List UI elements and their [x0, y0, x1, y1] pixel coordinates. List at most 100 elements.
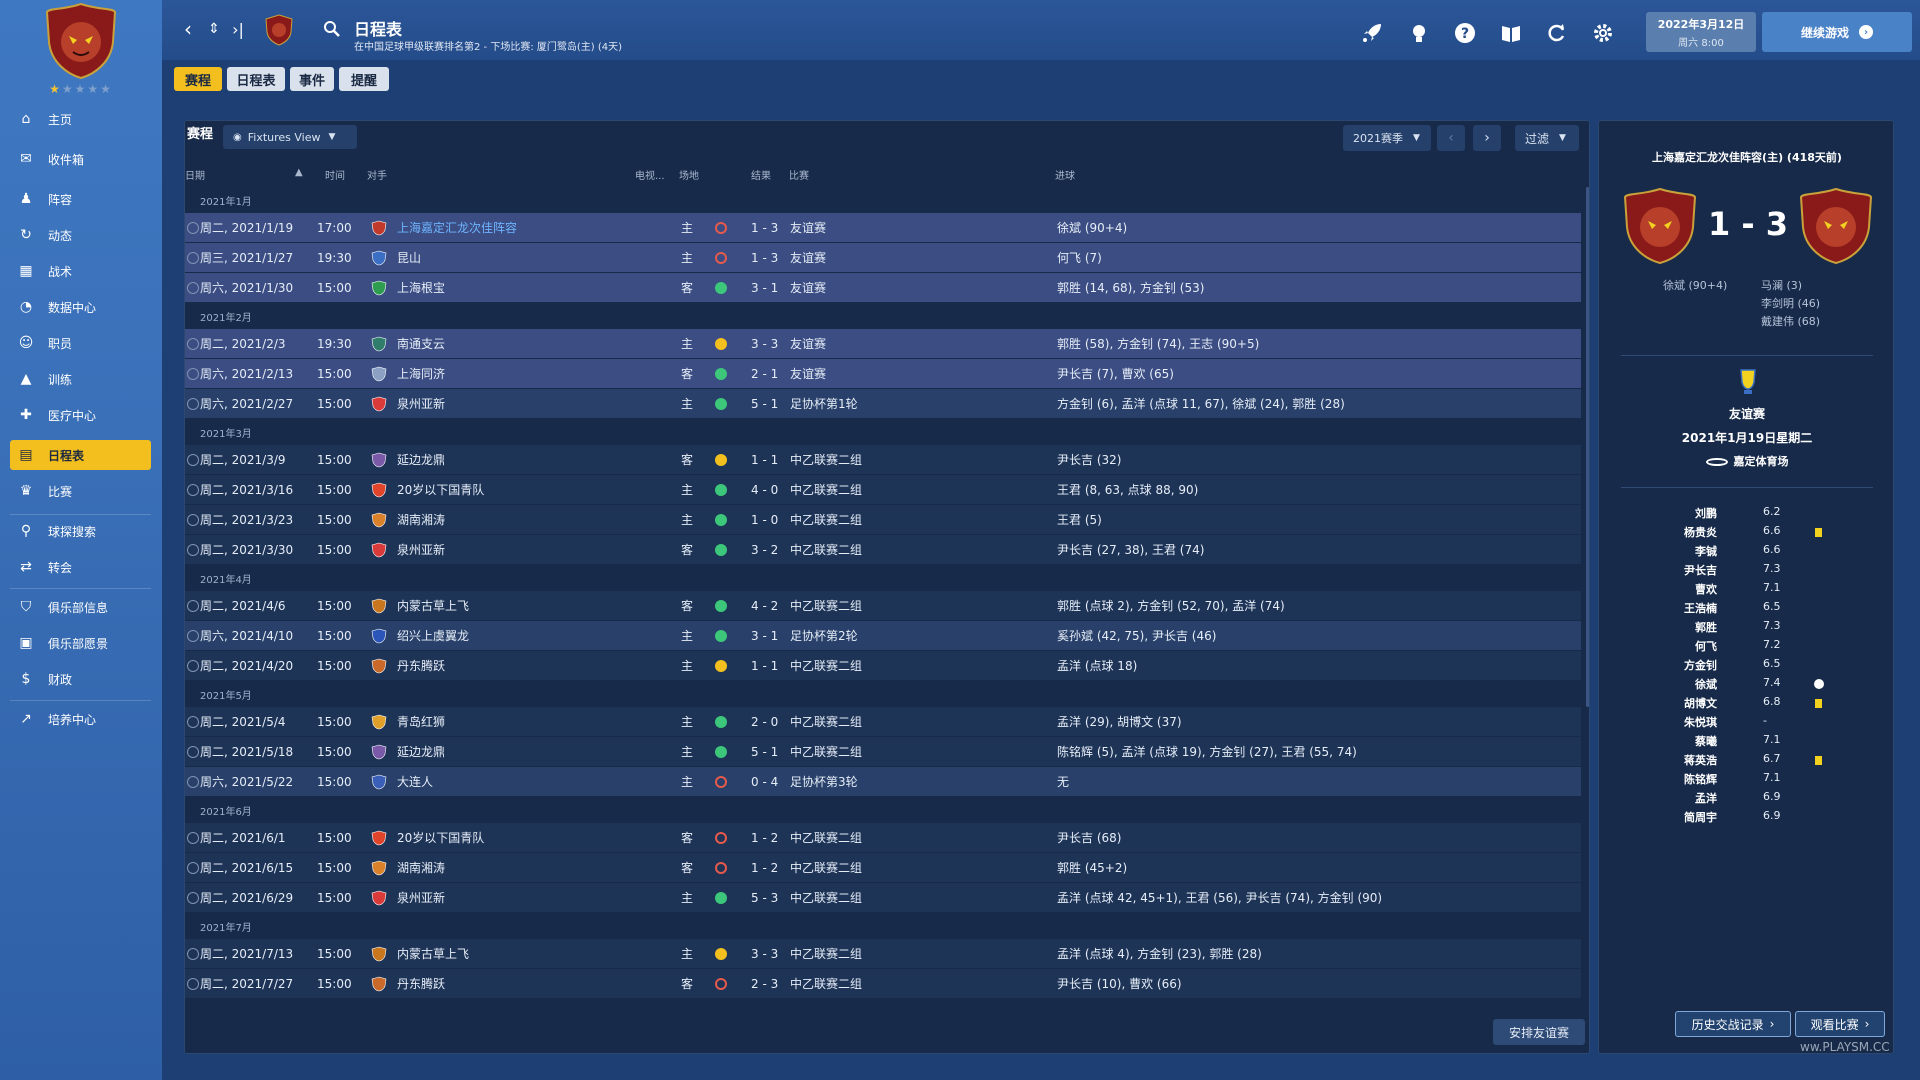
fixture-competition[interactable]: 友谊赛 — [790, 221, 827, 235]
row-select-checkbox[interactable] — [187, 221, 199, 234]
row-select-checkbox[interactable] — [187, 599, 199, 612]
fixture-competition[interactable]: 足协杯第1轮 — [790, 397, 858, 411]
fixture-opponent[interactable]: 泉州亚新 — [397, 543, 446, 557]
row-select-checkbox[interactable] — [187, 745, 199, 758]
fixture-competition[interactable]: 中乙联赛二组 — [790, 715, 863, 729]
table-row[interactable]: 周二, 2021/4/20 15:00 丹东腾跃 主 1 - 1 中乙联赛二组 孟洋 (点球… — [185, 651, 1581, 680]
fixture-score[interactable]: 2 - 1 — [751, 366, 779, 381]
fixture-score[interactable]: 3 - 3 — [751, 336, 779, 351]
table-row[interactable]: 周二, 2021/1/19 17:00 上海嘉定汇龙次佳阵容 主 1 - 3 友谊赛 徐斌 … — [185, 213, 1581, 242]
season-prev-button[interactable]: ‹ — [1437, 125, 1465, 151]
fixture-score[interactable]: 3 - 1 — [751, 628, 779, 643]
help-icon[interactable]: ? — [1452, 20, 1478, 46]
fixture-opponent[interactable]: 湖南湘涛 — [397, 513, 446, 527]
row-select-checkbox[interactable] — [187, 367, 199, 380]
refresh-icon[interactable] — [1543, 20, 1569, 46]
sidebar-item[interactable]: ▤ 日程表 — [10, 440, 151, 470]
watch-match-button[interactable]: 观看比赛 › — [1795, 1011, 1885, 1037]
fixture-score[interactable]: 1 - 3 — [751, 250, 779, 265]
book-icon[interactable] — [1498, 20, 1524, 46]
fixture-opponent[interactable]: 泉州亚新 — [397, 891, 446, 905]
fixture-score[interactable]: 4 - 2 — [751, 598, 779, 613]
table-row[interactable]: 周二, 2021/6/1 15:00 20岁以下国青队 客 1 - 2 中乙联赛二组 尹长吉… — [185, 823, 1581, 852]
table-row[interactable]: 周二, 2021/6/15 15:00 湖南湘涛 客 1 - 2 中乙联赛二组 郭胜 (45… — [185, 853, 1581, 882]
sidebar-item[interactable]: ▲ 训练 — [10, 364, 151, 394]
tab-calendar[interactable]: 日程表 — [227, 67, 285, 91]
sidebar-item[interactable]: ♛ 比赛 — [10, 476, 151, 506]
player-name[interactable]: 方金钊 — [1684, 659, 1717, 672]
fixture-opponent[interactable]: 青岛红狮 — [397, 715, 446, 729]
sidebar-item[interactable]: ▣ 俱乐部愿景 — [10, 628, 151, 658]
fixture-competition[interactable]: 中乙联赛二组 — [790, 861, 863, 875]
row-select-checkbox[interactable] — [187, 947, 199, 960]
fixture-competition[interactable]: 中乙联赛二组 — [790, 543, 863, 557]
fixture-competition[interactable]: 中乙联赛二组 — [790, 513, 863, 527]
fixture-score[interactable]: 0 - 4 — [751, 774, 779, 789]
player-name[interactable]: 何飞 — [1695, 640, 1717, 653]
fixture-opponent[interactable]: 南通支云 — [397, 337, 446, 351]
fixture-opponent[interactable]: 昆山 — [397, 251, 422, 265]
fixture-opponent[interactable]: 上海嘉定汇龙次佳阵容 — [397, 221, 518, 235]
fixture-score[interactable]: 3 - 3 — [751, 946, 779, 961]
fixture-competition[interactable]: 友谊赛 — [790, 281, 827, 295]
sidebar-item[interactable]: ✚ 医疗中心 — [10, 400, 151, 430]
player-name[interactable]: 刘鹏 — [1695, 507, 1717, 520]
fixture-score[interactable]: 4 - 0 — [751, 482, 779, 497]
search-icon[interactable] — [320, 16, 344, 42]
rocket-icon[interactable] — [1359, 20, 1385, 46]
row-select-checkbox[interactable] — [187, 513, 199, 526]
row-select-checkbox[interactable] — [187, 543, 199, 556]
player-name[interactable]: 朱悦琪 — [1684, 716, 1717, 729]
player-name[interactable]: 郭胜 — [1695, 621, 1717, 634]
row-select-checkbox[interactable] — [187, 397, 199, 410]
fixture-score[interactable]: 3 - 1 — [751, 280, 779, 295]
fixture-opponent[interactable]: 延边龙鼎 — [397, 453, 446, 467]
fixture-opponent[interactable]: 泉州亚新 — [397, 397, 446, 411]
fixture-competition[interactable]: 中乙联赛二组 — [790, 947, 863, 961]
scrollbar[interactable] — [1586, 187, 1589, 707]
up-down-icon[interactable]: ⇕ — [208, 21, 220, 37]
fixture-competition[interactable]: 中乙联赛二组 — [790, 745, 863, 759]
fixture-score[interactable]: 5 - 3 — [751, 890, 779, 905]
sidebar-item[interactable]: ⚲ 球探搜索 — [10, 516, 151, 546]
col-goals[interactable]: 进球 — [1055, 171, 1075, 182]
fixture-competition[interactable]: 中乙联赛二组 — [790, 599, 863, 613]
player-name[interactable]: 陈铭辉 — [1684, 773, 1717, 786]
sidebar-item[interactable]: ✉ 收件箱 — [10, 144, 151, 174]
fixture-score[interactable]: 5 - 1 — [751, 744, 779, 759]
col-venue[interactable]: 场地 — [679, 171, 699, 182]
fixture-competition[interactable]: 足协杯第2轮 — [790, 629, 858, 643]
player-name[interactable]: 蔡曦 — [1695, 735, 1717, 748]
player-name[interactable]: 蒋英浩 — [1684, 754, 1717, 767]
col-result[interactable]: 结果 — [751, 171, 771, 182]
club-badge-icon[interactable] — [43, 2, 119, 80]
fixture-opponent[interactable]: 大连人 — [397, 775, 434, 789]
season-select[interactable]: 2021赛季 ▼ — [1343, 125, 1431, 151]
fixture-opponent[interactable]: 湖南湘涛 — [397, 861, 446, 875]
season-next-button[interactable]: › — [1473, 125, 1501, 151]
row-select-checkbox[interactable] — [187, 715, 199, 728]
col-tv[interactable]: 电视... — [635, 171, 665, 182]
continue-button[interactable]: 继续游戏 › — [1762, 12, 1912, 52]
table-row[interactable]: 周二, 2021/3/16 15:00 20岁以下国青队 主 4 - 0 中乙联赛二组 王君… — [185, 475, 1581, 504]
arrange-friendly-button[interactable]: 安排友谊赛 — [1493, 1019, 1585, 1045]
sidebar-item[interactable]: ↻ 动态 — [10, 220, 151, 250]
fixture-competition[interactable]: 中乙联赛二组 — [790, 831, 863, 845]
fixture-opponent[interactable]: 延边龙鼎 — [397, 745, 446, 759]
player-name[interactable]: 尹长吉 — [1684, 564, 1717, 577]
table-row[interactable]: 周二, 2021/4/6 15:00 内蒙古草上飞 客 4 - 2 中乙联赛二组 郭胜 (点… — [185, 591, 1581, 620]
fixture-opponent[interactable]: 上海根宝 — [397, 281, 446, 295]
table-row[interactable]: 周二, 2021/7/27 15:00 丹东腾跃 客 2 - 3 中乙联赛二组 尹长吉 (1… — [185, 969, 1581, 998]
fixture-competition[interactable]: 足协杯第3轮 — [790, 775, 858, 789]
club-rep-icon[interactable] — [1406, 20, 1432, 46]
table-row[interactable]: 周二, 2021/3/23 15:00 湖南湘涛 主 1 - 0 中乙联赛二组 王君 (5) — [185, 505, 1581, 534]
fixture-competition[interactable]: 中乙联赛二组 — [790, 977, 863, 991]
fixture-opponent[interactable]: 丹东腾跃 — [397, 659, 446, 673]
player-name[interactable]: 杨贵炎 — [1684, 526, 1717, 539]
fixture-opponent[interactable]: 20岁以下国青队 — [397, 483, 485, 497]
col-date[interactable]: 日期 — [185, 171, 205, 182]
head-to-head-button[interactable]: 历史交战记录 › — [1675, 1011, 1791, 1037]
fixture-score[interactable]: 1 - 0 — [751, 512, 779, 527]
fixture-score[interactable]: 1 - 2 — [751, 860, 779, 875]
row-select-checkbox[interactable] — [187, 977, 199, 990]
